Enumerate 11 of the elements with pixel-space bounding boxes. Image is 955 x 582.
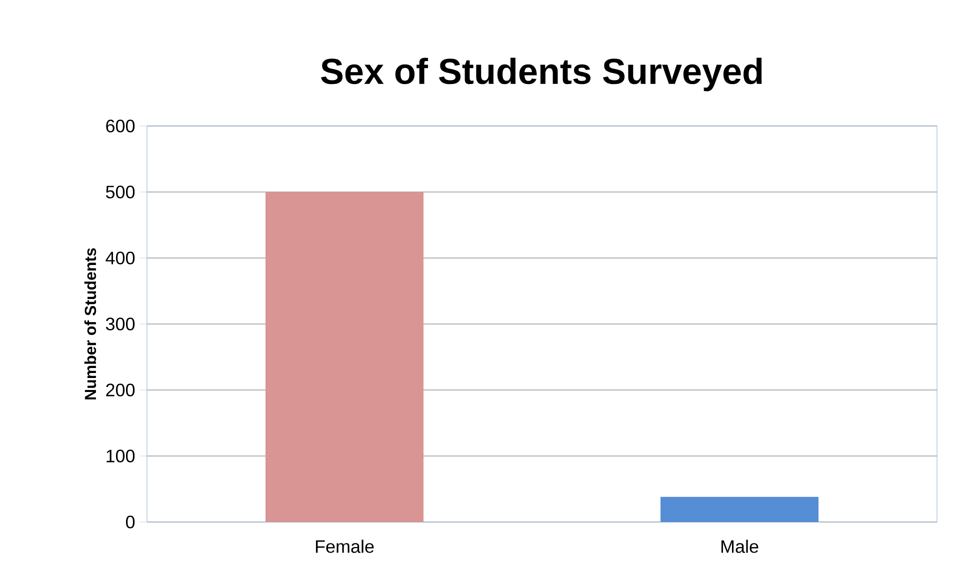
y-axis-title: Number of Students (84, 248, 96, 400)
y-tick-label: 100 (106, 450, 135, 462)
x-tick-label: Male (721, 540, 758, 553)
chart-title: Sex of Students Surveyed (320, 58, 762, 92)
x-tick-label: Female (316, 540, 374, 553)
y-tick-label: 200 (106, 384, 135, 396)
y-tick-label: 300 (106, 318, 135, 330)
y-tick-label: 600 (106, 120, 135, 132)
y-tick-label: 0 (126, 516, 135, 528)
y-tick-label: 400 (106, 252, 135, 264)
y-tick-label: 500 (106, 186, 135, 198)
